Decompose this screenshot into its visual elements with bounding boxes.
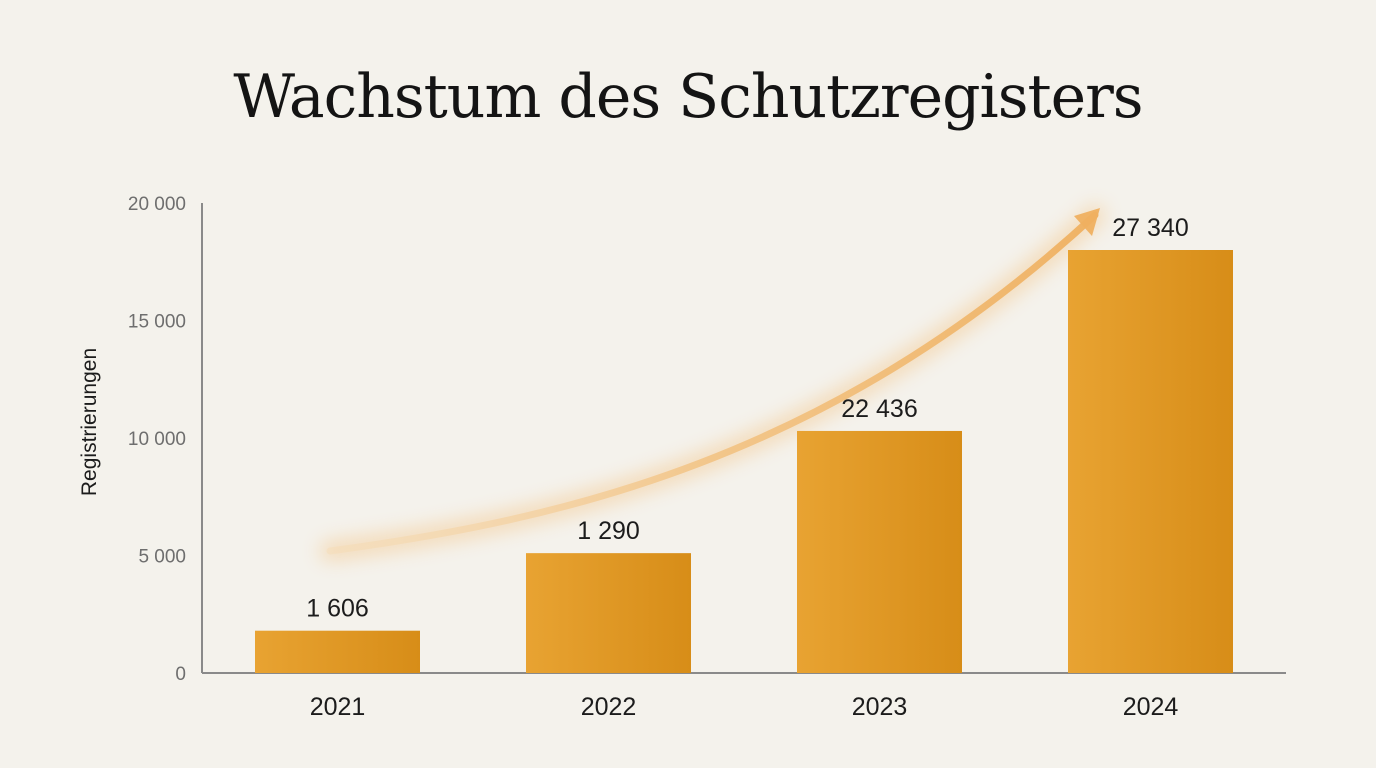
- value-label: 1 606: [306, 595, 369, 623]
- x-tick-label: 2024: [1123, 693, 1179, 721]
- x-tick-label: 2021: [310, 693, 366, 721]
- bar-2022: [526, 553, 691, 673]
- value-label: 27 340: [1112, 214, 1188, 242]
- y-tick-label: 15 000: [128, 312, 186, 333]
- y-axis-title: Registrierungen: [78, 348, 101, 496]
- x-tick-label: 2022: [581, 693, 637, 721]
- bar-2024: [1068, 250, 1233, 673]
- labels: 0 5 000 10 000 15 000 20 000 Registrierungen 1…: [78, 194, 1189, 721]
- trend-arrow-glow: [319, 204, 1106, 562]
- y-tick-label: 0: [175, 664, 186, 685]
- y-tick-label: 10 000: [128, 429, 186, 450]
- y-tick-label: 5 000: [138, 547, 186, 568]
- chart-title: Wachstum des Schutzregisters: [233, 62, 1143, 132]
- x-tick-label: 2023: [852, 693, 908, 721]
- y-tick-label: 20 000: [128, 194, 186, 215]
- bar-2021: [255, 630, 420, 673]
- value-label: 1 290: [577, 517, 640, 545]
- value-label: 22 436: [841, 395, 917, 423]
- bars: [255, 250, 1233, 673]
- bar-2023: [797, 430, 962, 673]
- trend-arrow: [319, 204, 1106, 562]
- trend-arrow-head-icon: [1074, 208, 1100, 236]
- trend-arrow-line: [326, 211, 1099, 555]
